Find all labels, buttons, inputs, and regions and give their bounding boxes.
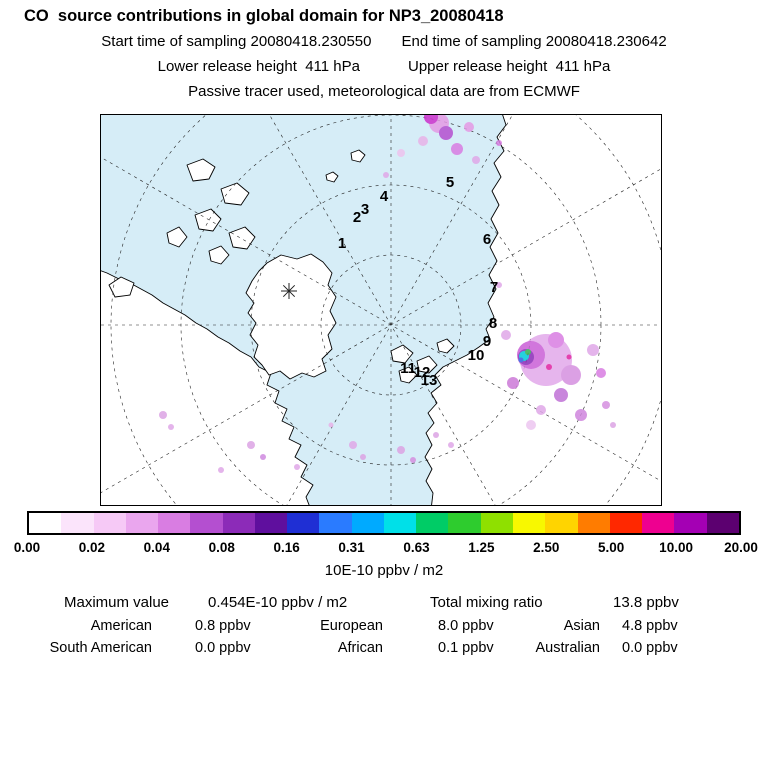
colorbar-segment bbox=[125, 513, 159, 533]
colorbar-segment bbox=[480, 513, 513, 533]
colorbar-segment bbox=[416, 513, 449, 533]
colorbar-segment bbox=[448, 513, 481, 533]
colorbar-tick-label: 0.02 bbox=[78, 540, 106, 555]
concentration-blobs bbox=[159, 115, 616, 473]
colorbar-tick-label: 0.08 bbox=[208, 540, 235, 555]
upper-release-text: Upper release height 411 hPa bbox=[408, 58, 611, 75]
colorbar-segment bbox=[351, 513, 384, 533]
colorbar-tick-label: 5.00 bbox=[598, 540, 625, 555]
contribution-name: Asian bbox=[563, 618, 600, 634]
colorbar-segment bbox=[61, 513, 94, 533]
contribution-value: 0.1 ppbv bbox=[438, 640, 494, 656]
colorbar-segment bbox=[545, 513, 578, 533]
colorbar-tick-label: 10.00 bbox=[659, 540, 693, 555]
trajectory-day-label: 12 bbox=[414, 364, 431, 381]
release-height-line: Lower release height 411 hPa Upper relea… bbox=[0, 58, 768, 75]
polar-map: 1 2 3 4 5 6 7 8 9 10 11 12 13 bbox=[100, 114, 662, 506]
source-contributions-table: American 0.8 ppbv European 8.0 ppbv Asia… bbox=[36, 618, 742, 656]
colorbar-segment bbox=[29, 513, 62, 533]
colorbar-segment bbox=[383, 513, 417, 533]
colorbar-segment bbox=[190, 513, 223, 533]
contribution-value: 0.0 ppbv bbox=[622, 640, 678, 656]
graticule bbox=[101, 115, 661, 505]
colorbar-segment bbox=[674, 513, 707, 533]
contribution-value: 4.8 ppbv bbox=[622, 618, 678, 634]
trajectory-day-label: 2 bbox=[353, 209, 361, 226]
summary-row: Maximum value 0.454E-10 ppbv / m2 Total … bbox=[0, 594, 768, 612]
landmass bbox=[101, 115, 661, 505]
tracer-note-text: Passive tracer used, meteorological data… bbox=[188, 83, 580, 100]
colorbar-tick-label: 0.16 bbox=[273, 540, 300, 555]
colorbar bbox=[27, 511, 741, 535]
colorbar-tick-label: 0.00 bbox=[13, 540, 41, 555]
trajectory-day-label: 6 bbox=[483, 231, 491, 248]
trajectory-day-label: 1 bbox=[338, 235, 346, 252]
colorbar-segment bbox=[319, 513, 352, 533]
total-mixing-label: Total mixing ratio bbox=[430, 594, 543, 611]
trajectory-day-label: 5 bbox=[446, 174, 454, 191]
colorbar-tick-label: 0.31 bbox=[338, 540, 365, 555]
contribution-value: 0.8 ppbv bbox=[195, 618, 251, 634]
colorbar-segment bbox=[577, 513, 610, 533]
colorbar-segment bbox=[706, 513, 739, 533]
colorbar-segment bbox=[642, 513, 675, 533]
colorbar-segment bbox=[609, 513, 643, 533]
colorbar-tick-label: 0.63 bbox=[403, 540, 430, 555]
trajectory-day-label: 10 bbox=[468, 347, 485, 364]
end-time-text: End time of sampling 20080418.230642 bbox=[401, 33, 667, 50]
contribution-value: 8.0 ppbv bbox=[438, 618, 494, 634]
colorbar-tick-label: 2.50 bbox=[533, 540, 560, 555]
colorbar-segment bbox=[287, 513, 320, 533]
contribution-name: Australian bbox=[535, 640, 600, 656]
trajectory-day-label: 4 bbox=[380, 188, 389, 205]
colorbar-unit-label: 10E-10 ppbv / m2 bbox=[324, 562, 444, 579]
trajectory-day-label: 11 bbox=[400, 360, 416, 377]
colorbar-segment bbox=[93, 513, 126, 533]
tracer-note-line: Passive tracer used, meteorological data… bbox=[0, 83, 768, 100]
contribution-name: South American bbox=[49, 640, 152, 656]
total-mixing-value: 13.8 ppbv bbox=[613, 594, 679, 611]
trajectory-day-label: 7 bbox=[490, 279, 498, 296]
lower-release-text: Lower release height 411 hPa bbox=[157, 58, 360, 75]
colorbar-segment bbox=[254, 513, 288, 533]
colorbar-segment bbox=[222, 513, 255, 533]
start-time-text: Start time of sampling 20080418.230550 bbox=[101, 33, 372, 50]
colorbar-tick-label: 1.25 bbox=[468, 540, 495, 555]
sampling-time-line: Start time of sampling 20080418.230550 E… bbox=[0, 33, 768, 50]
contribution-value: 0.0 ppbv bbox=[195, 640, 251, 656]
colorbar-tick-label: 20.00 bbox=[724, 540, 758, 555]
trajectory-day-label: 9 bbox=[483, 333, 491, 350]
max-value-label: Maximum value bbox=[64, 594, 170, 611]
page-title: CO source contributions in global domain… bbox=[24, 7, 504, 25]
station-marker-asterisk-icon bbox=[281, 283, 297, 299]
trajectory-day-label: 13 bbox=[421, 372, 438, 389]
colorbar-segment bbox=[158, 513, 191, 533]
contribution-name: American bbox=[90, 618, 152, 634]
colorbar-tick-labels: 0.00 0.02 0.04 0.08 0.16 0.31 0.63 1.25 2.50 5.00… bbox=[14, 540, 758, 557]
contribution-name: African bbox=[337, 640, 383, 656]
colorbar-tick-label: 0.04 bbox=[143, 540, 170, 555]
contribution-name: European bbox=[320, 618, 383, 634]
trajectory-day-label: 8 bbox=[489, 315, 497, 332]
colorbar-segment bbox=[512, 513, 546, 533]
trajectory-day-label: 3 bbox=[361, 201, 369, 218]
max-value-text: 0.454E-10 ppbv / m2 bbox=[208, 594, 348, 611]
